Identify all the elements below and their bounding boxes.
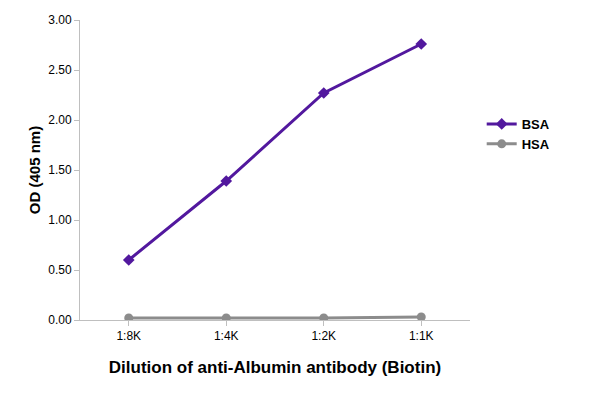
svg-text:1:1K: 1:1K: [409, 329, 434, 343]
svg-text:1.00: 1.00: [48, 213, 72, 227]
svg-text:2.50: 2.50: [48, 63, 72, 77]
svg-text:1:8K: 1:8K: [116, 329, 141, 343]
svg-text:HSA: HSA: [522, 137, 550, 152]
svg-text:1:2K: 1:2K: [311, 329, 336, 343]
svg-text:0.00: 0.00: [48, 313, 72, 327]
svg-text:2.00: 2.00: [48, 113, 72, 127]
svg-text:Dilution of anti-Albumin antib: Dilution of anti-Albumin antibody (Bioti…: [109, 358, 441, 377]
svg-text:3.00: 3.00: [48, 13, 72, 27]
svg-text:1.50: 1.50: [48, 163, 72, 177]
svg-text:OD (405 nm): OD (405 nm): [26, 126, 43, 214]
svg-text:1:4K: 1:4K: [214, 329, 239, 343]
svg-text:0.50: 0.50: [48, 263, 72, 277]
svg-text:BSA: BSA: [522, 117, 550, 132]
